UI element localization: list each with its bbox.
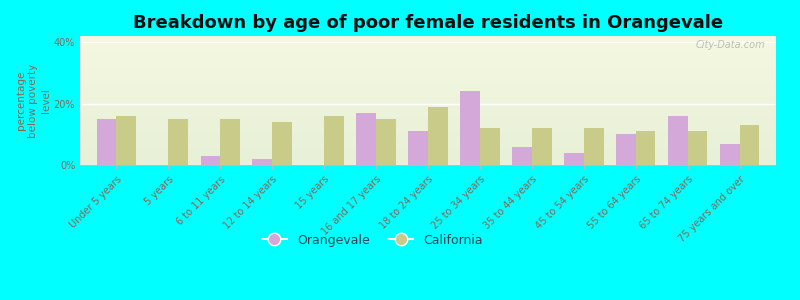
Bar: [740, 125, 759, 165]
Bar: [376, 119, 396, 165]
Bar: [460, 91, 480, 165]
Bar: [480, 128, 500, 165]
Bar: [636, 131, 655, 165]
Bar: [512, 147, 532, 165]
Bar: [616, 134, 636, 165]
Y-axis label: percentage
below poverty
level: percentage below poverty level: [16, 63, 51, 138]
Bar: [668, 116, 688, 165]
Bar: [272, 122, 292, 165]
Text: City-Data.com: City-Data.com: [696, 40, 766, 50]
Bar: [220, 119, 240, 165]
Bar: [253, 159, 272, 165]
Bar: [168, 119, 188, 165]
Bar: [564, 153, 584, 165]
Bar: [720, 143, 740, 165]
Bar: [97, 119, 116, 165]
Bar: [428, 106, 448, 165]
Bar: [584, 128, 603, 165]
Bar: [201, 156, 220, 165]
Bar: [324, 116, 344, 165]
Bar: [688, 131, 707, 165]
Legend: Orangevale, California: Orangevale, California: [257, 229, 488, 252]
Title: Breakdown by age of poor female residents in Orangevale: Breakdown by age of poor female resident…: [133, 14, 723, 32]
Bar: [408, 131, 428, 165]
Bar: [532, 128, 552, 165]
Bar: [116, 116, 136, 165]
Bar: [356, 113, 376, 165]
